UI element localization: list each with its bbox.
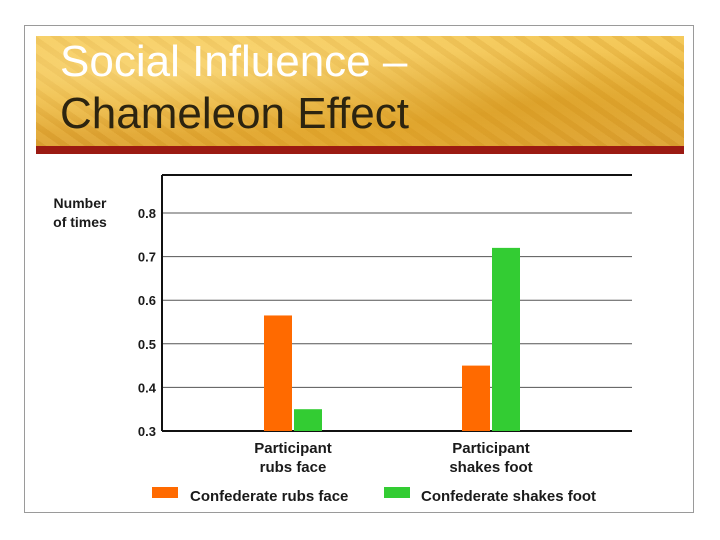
legend-label: Confederate shakes foot bbox=[421, 488, 596, 505]
legend-swatch bbox=[384, 487, 410, 498]
slide-title-line-2: Chameleon Effect bbox=[60, 89, 409, 138]
title-underline-rule bbox=[36, 146, 684, 154]
y-tick-label: 0.7 bbox=[138, 250, 156, 265]
y-tick-label: 0.6 bbox=[138, 293, 156, 308]
y-tick-label: 0.4 bbox=[138, 380, 157, 395]
y-tick-label: 0.5 bbox=[138, 337, 156, 352]
y-tick-label: 0.8 bbox=[138, 206, 156, 221]
slide-title-line-1: Social Influence – bbox=[60, 37, 408, 86]
y-axis-label: of times bbox=[53, 214, 107, 230]
title-banner bbox=[36, 36, 684, 146]
y-axis-label: Number bbox=[54, 195, 107, 211]
legend-swatch bbox=[152, 487, 178, 498]
x-category-label: rubs face bbox=[260, 459, 327, 476]
x-category-label: shakes foot bbox=[449, 459, 532, 476]
x-category-label: Participant bbox=[254, 440, 332, 457]
bar bbox=[264, 315, 292, 431]
bar bbox=[492, 247, 520, 431]
bar bbox=[462, 365, 490, 431]
y-tick-label: 0.3 bbox=[138, 424, 156, 439]
bar bbox=[294, 409, 322, 431]
x-category-label: Participant bbox=[452, 440, 530, 457]
legend-label: Confederate rubs face bbox=[190, 488, 348, 505]
